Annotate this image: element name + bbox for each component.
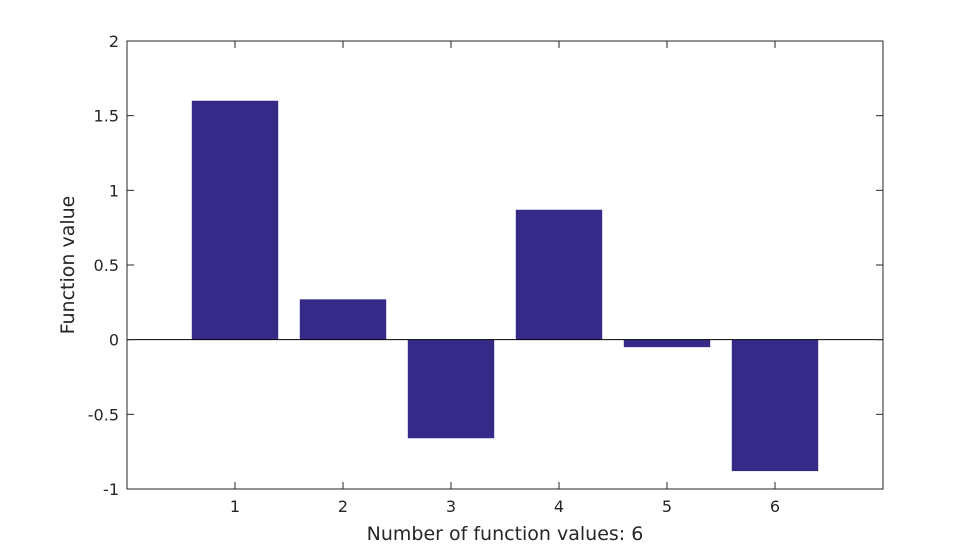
bars-group <box>191 100 819 472</box>
x-tick-label: 3 <box>446 497 456 516</box>
y-tick-label: 0.5 <box>94 256 119 275</box>
y-tick-label: -1 <box>103 480 119 499</box>
y-tick-label: -0.5 <box>88 405 119 424</box>
y-axis-title: Function value <box>57 196 79 335</box>
ticks-group: 1 2 3 4 5 6 -1 -0.5 0 0.5 1 1.5 2 <box>88 32 883 516</box>
x-tick-label: 6 <box>770 497 780 516</box>
y-tick-label: 1.5 <box>94 107 119 126</box>
bar-4 <box>515 209 603 340</box>
y-tick-label: 0 <box>109 331 119 350</box>
x-tick-label: 4 <box>554 497 564 516</box>
y-tick-label: 1 <box>109 181 119 200</box>
bar-2 <box>299 299 387 340</box>
x-axis-title: Number of function values: 6 <box>367 523 644 545</box>
bar-5 <box>623 339 711 348</box>
x-tick-label: 1 <box>230 497 240 516</box>
x-tick-label: 5 <box>662 497 672 516</box>
y-tick-label: 2 <box>109 32 119 51</box>
bar-3 <box>407 339 495 439</box>
bar-6 <box>731 339 819 472</box>
bar-1 <box>191 100 279 340</box>
x-tick-label: 2 <box>338 497 348 516</box>
